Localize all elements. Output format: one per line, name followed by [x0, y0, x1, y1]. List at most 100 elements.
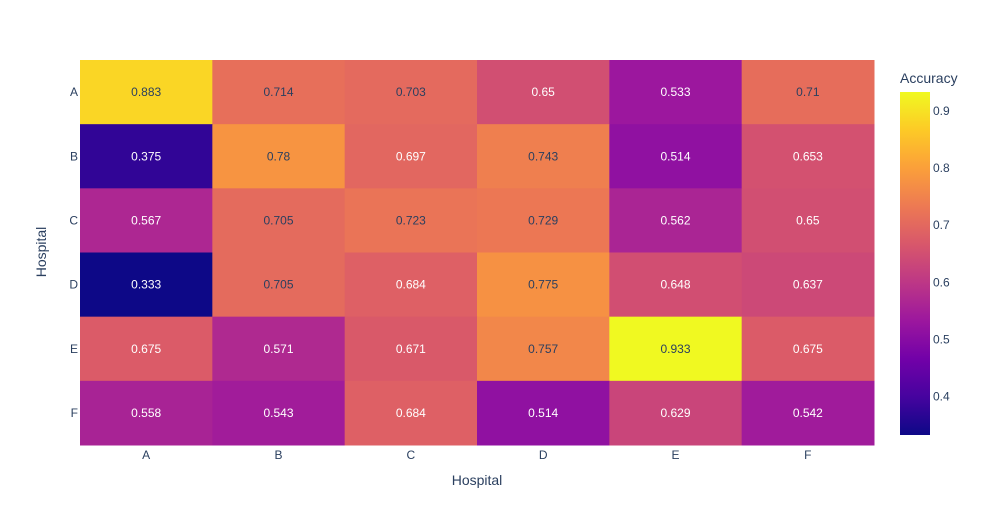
cell-value-label: 0.675 [131, 342, 161, 356]
heatmap-cell [609, 252, 743, 318]
x-tick-label: E [671, 448, 679, 462]
y-tick-label: D [69, 278, 78, 292]
heatmap-cell [477, 252, 610, 318]
heatmap-cell [80, 252, 213, 318]
x-tick-label: D [539, 448, 548, 462]
heatmap-cell [344, 316, 478, 382]
heatmap-cell [344, 188, 478, 253]
heatmap-cell [741, 60, 875, 125]
cell-value-label: 0.671 [396, 342, 426, 356]
heatmap-cell-labels: 0.883 0.714 0.703 0.65 0.533 0.71 0.375 0.78 0.6… [131, 85, 823, 420]
y-tick-label: A [70, 85, 78, 99]
cell-value-label: 0.883 [131, 85, 161, 99]
x-axis-ticks: A B C D E F [142, 448, 811, 462]
cell-value-label: 0.684 [396, 406, 426, 420]
cell-value-label: 0.729 [528, 213, 558, 227]
x-tick-label: B [274, 448, 282, 462]
heatmap-cell [609, 60, 743, 125]
cell-value-label: 0.757 [528, 342, 558, 356]
colorbar-tick-label: 0.6 [933, 275, 950, 289]
cell-value-label: 0.571 [263, 342, 293, 356]
cell-value-label: 0.533 [660, 85, 690, 99]
cell-value-label: 0.543 [263, 406, 293, 420]
cell-value-label: 0.562 [660, 213, 690, 227]
heatmap-cell [477, 188, 610, 253]
heatmap-cell [344, 380, 478, 446]
heatmap-cell [477, 124, 610, 189]
heatmap-cell [741, 380, 875, 446]
cell-value-label: 0.542 [793, 406, 823, 420]
cell-value-label: 0.723 [396, 213, 426, 227]
colorbar-tick-label: 0.4 [933, 390, 950, 404]
cell-value-label: 0.629 [660, 406, 690, 420]
heatmap-cell [609, 188, 743, 253]
cell-value-label: 0.703 [396, 85, 426, 99]
colorbar-title: Accuracy [900, 70, 958, 86]
heatmap-cell [741, 252, 875, 318]
cell-value-label: 0.775 [528, 278, 558, 292]
colorbar: Accuracy 0.4 0.5 0.6 0.7 0.8 0.9 [900, 70, 958, 435]
cell-value-label: 0.653 [793, 149, 823, 163]
cell-value-label: 0.375 [131, 149, 161, 163]
heatmap-cell [80, 188, 213, 253]
cell-value-label: 0.705 [263, 213, 293, 227]
x-tick-label: C [406, 448, 415, 462]
heatmap-cell [212, 124, 346, 189]
y-axis-title: Hospital [33, 227, 49, 278]
x-axis-title: Hospital [452, 472, 503, 488]
cell-value-label: 0.933 [660, 342, 690, 356]
heatmap-cell [212, 380, 346, 446]
heatmap-cell [80, 60, 213, 125]
cell-value-label: 0.697 [396, 149, 426, 163]
y-tick-label: E [70, 342, 78, 356]
colorbar-tick-label: 0.9 [933, 104, 950, 118]
heatmap-cell [609, 380, 743, 446]
cell-value-label: 0.684 [396, 278, 426, 292]
heatmap-cell [80, 316, 213, 382]
y-tick-label: F [71, 406, 78, 420]
heatmap-cell [741, 316, 875, 382]
heatmap-cell [477, 316, 610, 382]
heatmap-cell [212, 188, 346, 253]
cell-value-label: 0.65 [796, 213, 820, 227]
cell-value-label: 0.333 [131, 278, 161, 292]
colorbar-tick-label: 0.5 [933, 333, 950, 347]
heatmap-cell [344, 252, 478, 318]
cell-value-label: 0.714 [263, 85, 293, 99]
heatmap-cell [80, 380, 213, 446]
y-tick-label: B [70, 149, 78, 163]
heatmap-cell [609, 316, 743, 382]
cell-value-label: 0.65 [531, 85, 555, 99]
heatmap-cell [344, 60, 478, 125]
cell-value-label: 0.637 [793, 278, 823, 292]
heatmap-cell [741, 188, 875, 253]
cell-value-label: 0.78 [267, 149, 291, 163]
x-tick-label: A [142, 448, 150, 462]
heatmap-cell [212, 60, 346, 125]
x-tick-label: F [804, 448, 811, 462]
cell-value-label: 0.514 [528, 406, 558, 420]
cell-value-label: 0.743 [528, 149, 558, 163]
y-axis-ticks: A B C D E F [69, 85, 78, 420]
y-tick-label: C [69, 213, 78, 227]
cell-value-label: 0.675 [793, 342, 823, 356]
heatmap-cells [80, 60, 875, 446]
heatmap-cell [212, 316, 346, 382]
heatmap-cell [741, 124, 875, 189]
colorbar-ticks: 0.4 0.5 0.6 0.7 0.8 0.9 [933, 104, 950, 404]
cell-value-label: 0.567 [131, 213, 161, 227]
colorbar-gradient [900, 92, 930, 435]
heatmap-cell [477, 380, 610, 446]
cell-value-label: 0.558 [131, 406, 161, 420]
heatmap-cell [477, 60, 610, 125]
cell-value-label: 0.648 [660, 278, 690, 292]
heatmap-cell [80, 124, 213, 189]
colorbar-tick-label: 0.8 [933, 161, 950, 175]
cell-value-label: 0.514 [660, 149, 690, 163]
cell-value-label: 0.71 [796, 85, 820, 99]
heatmap-cell [344, 124, 478, 189]
colorbar-tick-label: 0.7 [933, 218, 950, 232]
cell-value-label: 0.705 [263, 278, 293, 292]
heatmap-cell [212, 252, 346, 318]
